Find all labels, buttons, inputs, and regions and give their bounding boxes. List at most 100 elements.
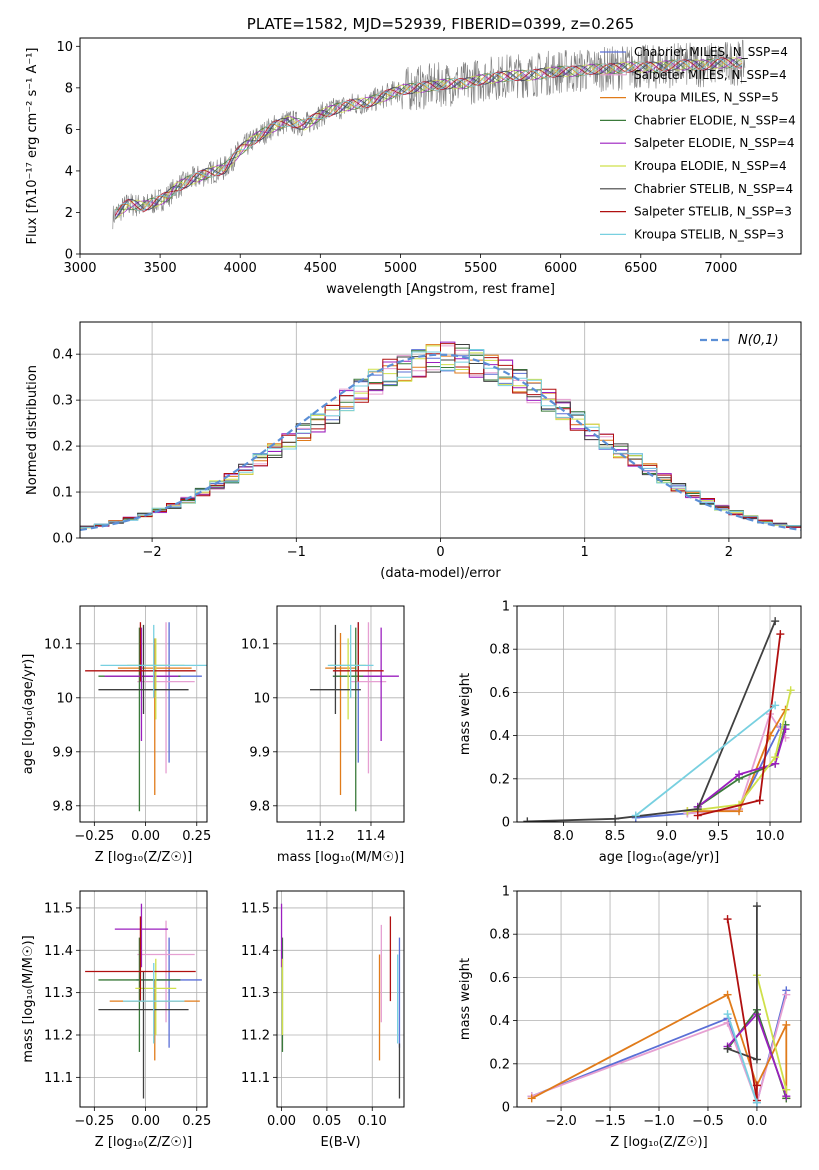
y-tick-label: 0.8: [489, 928, 510, 943]
plot-area: [85, 903, 202, 1099]
y-axis-label: Normed distribution: [25, 365, 40, 495]
legend-entry: Salpeter MILES, N_SSP=4: [634, 68, 787, 82]
x-tick-label: 10.0: [756, 829, 785, 844]
weight-series-line: [697, 633, 782, 817]
weight-series-line: [726, 1013, 758, 1103]
y-axis-label: age [log₁₀(age/yr)]: [21, 654, 36, 775]
y-axis-label: mass weight: [458, 673, 473, 755]
y-tick-label: 11.4: [241, 944, 270, 959]
y-tick-label: 0.6: [489, 686, 510, 701]
x-tick-label: 3500: [144, 261, 177, 276]
x-tick-label: −0.25: [74, 829, 114, 844]
plot-area: [85, 622, 207, 812]
model-line: [114, 57, 743, 220]
x-axis-label: Z [log₁₀(Z/Z☉)]: [610, 1135, 707, 1150]
errorbar-point: [136, 622, 202, 763]
errorbar-point: [332, 622, 384, 682]
y-tick-label: 8: [65, 81, 73, 96]
model-line: [114, 57, 743, 212]
y-tick-label: 0.8: [489, 643, 510, 658]
x-tick-label: 4000: [224, 261, 257, 276]
y-tick-label: 9.9: [249, 745, 270, 760]
axes-frame: [516, 890, 802, 1108]
errorbar-point: [117, 638, 192, 795]
x-tick-label: 6000: [544, 261, 577, 276]
chart-title: PLATE=1582, MJD=52939, FIBERID=0399, z=0…: [247, 15, 634, 33]
errorbar-point: [98, 627, 181, 812]
y-tick-label: 10: [56, 691, 73, 706]
errorbar-point: [332, 627, 379, 812]
y-tick-label: 10.1: [44, 637, 73, 652]
axes-frame: [276, 890, 405, 1108]
x-axis-label: (data-model)/error: [380, 566, 501, 581]
weight-series-line: [635, 726, 782, 819]
weight-series-line: [635, 704, 776, 817]
x-axis-label: mass [log₁₀(M/M☉)]: [277, 850, 404, 865]
plot-area: [80, 341, 801, 531]
x-tick-label: −0.25: [74, 1114, 114, 1129]
x-tick-label: −1.0: [643, 1114, 675, 1129]
y-tick-label: 11.5: [241, 901, 270, 916]
weight-series-line: [527, 620, 777, 822]
gaussian-reference-line: [80, 353, 801, 531]
legend-entry: Kroupa ELODIE, N_SSP=4: [634, 159, 787, 173]
x-tick-label: 11.2: [306, 829, 335, 844]
x-axis-label: age [log₁₀(age/yr)]: [599, 850, 720, 865]
x-tick-label: 11.4: [357, 829, 386, 844]
axes-frame: [276, 605, 405, 823]
y-tick-label: 0.4: [489, 729, 510, 744]
y-tick-label: 1: [502, 885, 510, 900]
x-axis-label: Z [log₁₀(Z/Z☉)]: [95, 850, 192, 865]
x-tick-label: 3000: [63, 261, 96, 276]
weight-series-line: [697, 724, 787, 808]
legend-entry: Salpeter STELIB, N_SSP=3: [634, 205, 792, 219]
errorbar-point: [85, 916, 196, 1002]
x-axis-label: Z [log₁₀(Z/Z☉)]: [95, 1135, 192, 1150]
y-tick-label: 0: [502, 1101, 510, 1116]
axes-mass-vs-z: −0.25 0.00 0.25 11.1 11.2 11.3 11.4 11.5 Z [log₁…: [21, 890, 211, 1150]
legend-entry: Kroupa STELIB, N_SSP=3: [634, 227, 784, 241]
errorbar-point: [137, 622, 195, 774]
x-tick-label: −2.0: [545, 1114, 577, 1129]
x-tick-label: 0.10: [358, 1114, 387, 1129]
y-tick-label: 0.6: [489, 971, 510, 986]
y-tick-label: 0.2: [489, 772, 510, 787]
x-tick-label: 9.0: [656, 829, 677, 844]
errorbar-point: [127, 638, 185, 720]
y-tick-label: 2: [65, 206, 73, 221]
y-tick-label: 0.1: [52, 486, 73, 501]
axes-weight-vs-age: 8.0 8.5 9.0 9.5 10.0 0 0.2 0.4 0.6 0.8 1 age [log₁₀…: [458, 600, 802, 865]
axes-spectrum: 3000 3500 4000 4500 5000 5500 6000 6500 7000 0 2 4 6…: [25, 15, 802, 297]
errorbar-point: [310, 624, 361, 714]
x-tick-label: 0.0: [747, 1114, 768, 1129]
y-tick-label: 11.3: [241, 986, 270, 1001]
y-tick-label: 10: [56, 40, 73, 55]
y-tick-label: 11.4: [44, 944, 73, 959]
y-axis-label: Flux [fλ10⁻¹⁷ erg cm⁻² s⁻¹ A⁻¹]: [25, 48, 40, 245]
weight-series-line: [756, 974, 788, 1090]
legend-entry: Chabrier STELIB, N_SSP=4: [634, 182, 793, 196]
y-tick-label: 10: [253, 691, 270, 706]
axes-age-vs-z: −0.25 0.00 0.25 9.8 9.9 10 10.1 Z [log₁₀(Z/Z☉)]…: [21, 605, 211, 865]
errorbar-point: [98, 937, 181, 1052]
x-tick-label: 9.5: [708, 829, 729, 844]
x-tick-label: −1: [287, 545, 306, 560]
x-tick-label: 0.00: [131, 1114, 160, 1129]
x-tick-label: 0.05: [312, 1114, 341, 1129]
x-tick-label: −0.5: [692, 1114, 724, 1129]
errorbar-point: [123, 963, 185, 1044]
x-tick-label: 0.25: [182, 1114, 211, 1129]
legend-entry: Salpeter ELODIE, N_SSP=4: [634, 136, 795, 150]
legend-entry: Chabrier ELODIE, N_SSP=4: [634, 113, 796, 127]
y-tick-label: 10.1: [241, 637, 270, 652]
y-tick-label: 0.4: [52, 348, 73, 363]
x-tick-label: 5000: [384, 261, 417, 276]
errorbar-point: [109, 979, 200, 1061]
y-tick-label: 11.1: [44, 1071, 73, 1086]
axes-mass-vs-ebv: 0.00 0.05 0.10 11.1 11.2 11.3 11.4 11.5 E(B-V): [241, 890, 405, 1150]
errorbar-point: [104, 627, 179, 741]
y-tick-label: 9.8: [52, 799, 73, 814]
x-tick-label: 8.5: [605, 829, 626, 844]
x-tick-label: 1: [581, 545, 589, 560]
y-tick-label: 9.8: [249, 799, 270, 814]
